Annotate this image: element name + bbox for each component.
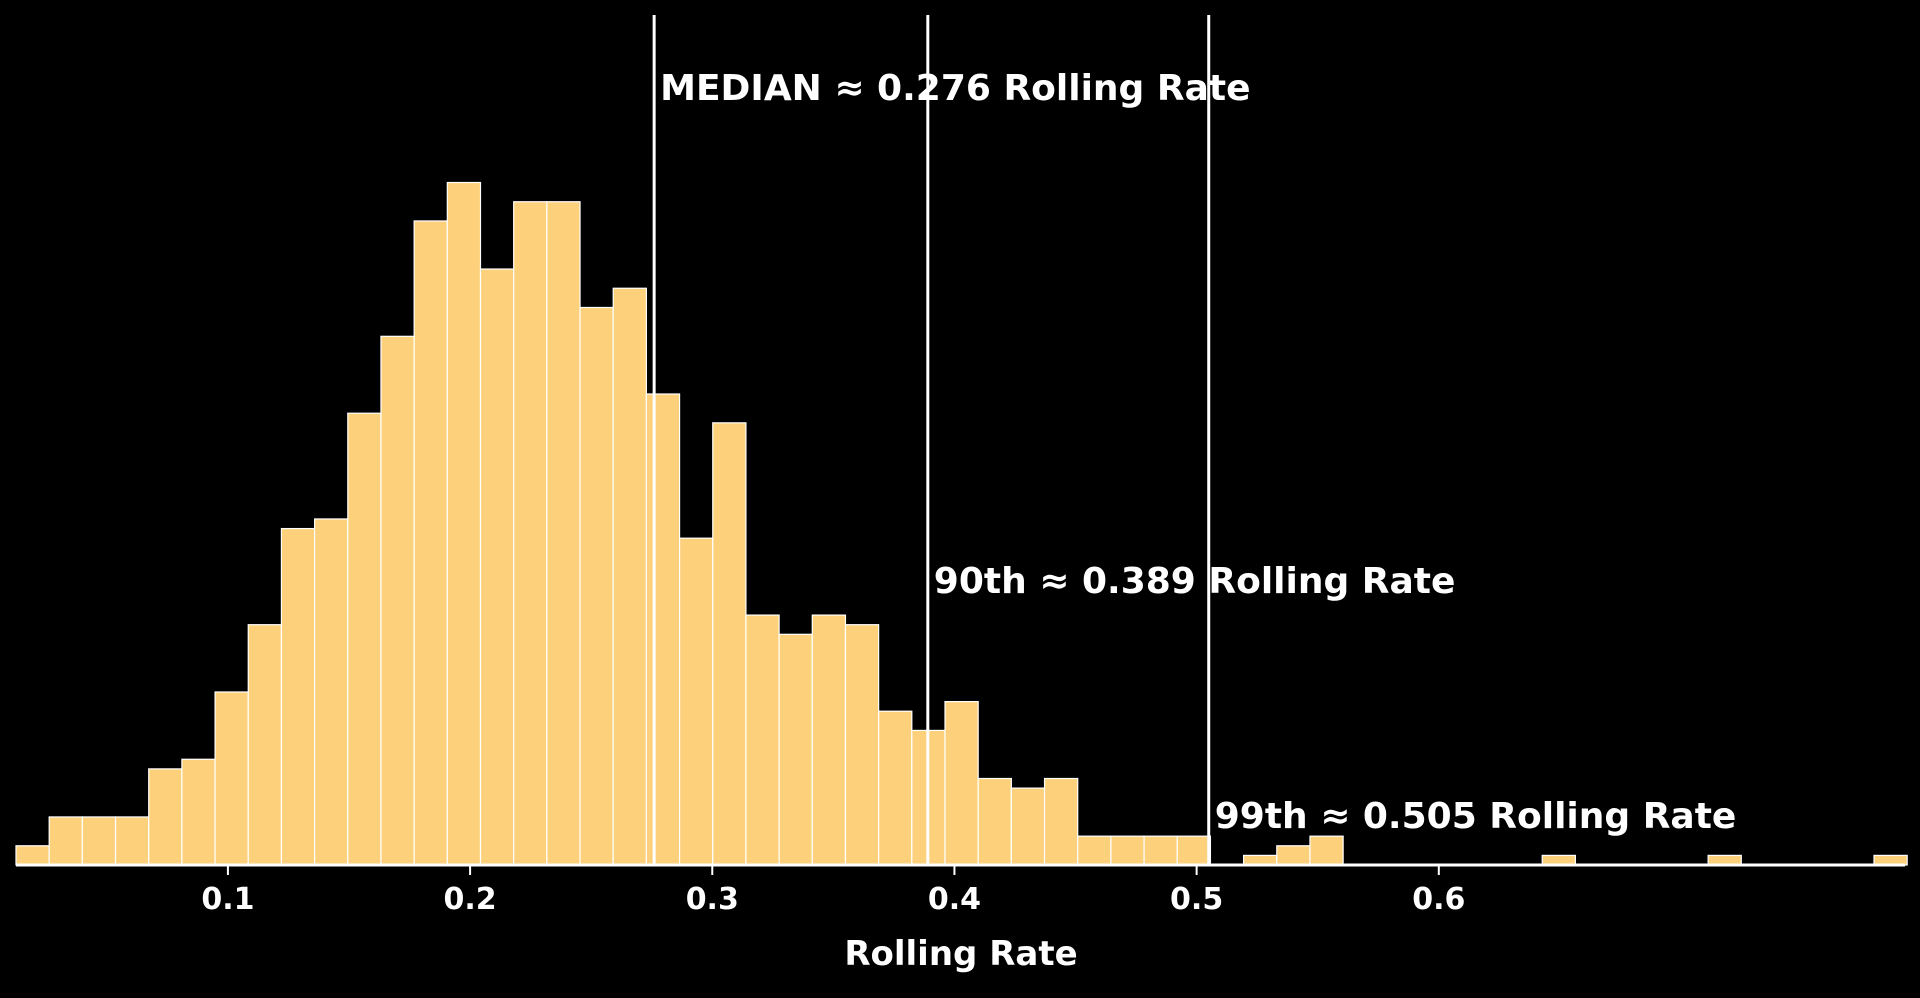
histogram-bar bbox=[1143, 835, 1178, 866]
histogram-bar bbox=[1176, 835, 1212, 866]
histogram-bar bbox=[1309, 835, 1344, 866]
histogram-bar bbox=[745, 614, 780, 866]
histogram-bar bbox=[1276, 845, 1311, 866]
x-axis-title: Rolling Rate bbox=[844, 934, 1077, 974]
reference-line-label: 99th ≈ 0.505 Rolling Rate bbox=[1215, 796, 1737, 837]
histogram-bar bbox=[214, 691, 249, 866]
histogram-bars bbox=[15, 181, 1908, 866]
histogram-bar bbox=[280, 527, 316, 866]
x-tick-label: 0.3 bbox=[686, 882, 739, 917]
histogram-bar bbox=[413, 220, 448, 866]
histogram-bar bbox=[678, 537, 714, 866]
histogram-bar bbox=[247, 624, 283, 866]
histogram-bar bbox=[347, 412, 382, 866]
histogram-bar bbox=[778, 633, 813, 866]
histogram-bar bbox=[1110, 835, 1145, 866]
histogram-bar bbox=[48, 816, 83, 866]
x-tick-label: 0.6 bbox=[1412, 882, 1465, 917]
histogram-bar bbox=[181, 758, 216, 866]
histogram-bar bbox=[81, 816, 117, 866]
reference-line-label: MEDIAN ≈ 0.276 Rolling Rate bbox=[660, 68, 1250, 109]
histogram-bar bbox=[380, 335, 415, 866]
histogram-bar bbox=[612, 287, 647, 866]
histogram-bar bbox=[944, 700, 979, 866]
histogram-bar bbox=[811, 614, 847, 866]
histogram-bar bbox=[148, 768, 183, 866]
histogram-bar bbox=[1010, 787, 1046, 866]
histogram-bar bbox=[446, 181, 482, 866]
x-tick-label: 0.2 bbox=[444, 882, 497, 917]
x-axis-ticks: 0.1 0.2 0.3 0.4 0.5 0.6 bbox=[201, 865, 1465, 917]
x-tick-label: 0.5 bbox=[1170, 882, 1223, 917]
histogram-bar bbox=[645, 393, 681, 866]
histogram-bar bbox=[15, 845, 50, 866]
histogram-bar bbox=[712, 422, 747, 866]
x-tick-label: 0.4 bbox=[928, 882, 981, 917]
histogram-bar bbox=[1077, 835, 1112, 866]
histogram-bar bbox=[479, 268, 515, 866]
histogram-bar bbox=[546, 201, 581, 866]
histogram-bar bbox=[844, 624, 880, 866]
reference-lines: MEDIAN ≈ 0.276 Rolling Rate 90th ≈ 0.389 … bbox=[652, 15, 1737, 865]
x-tick-label: 0.1 bbox=[201, 882, 254, 917]
histogram-bar bbox=[878, 710, 913, 866]
histogram-bar bbox=[1043, 777, 1079, 866]
histogram-bar bbox=[314, 518, 349, 866]
histogram-bar bbox=[114, 816, 150, 866]
histogram-bar bbox=[579, 306, 614, 866]
histogram-bar bbox=[977, 777, 1012, 866]
reference-line-label: 90th ≈ 0.389 Rolling Rate bbox=[934, 561, 1456, 602]
histogram-bar bbox=[513, 201, 548, 866]
